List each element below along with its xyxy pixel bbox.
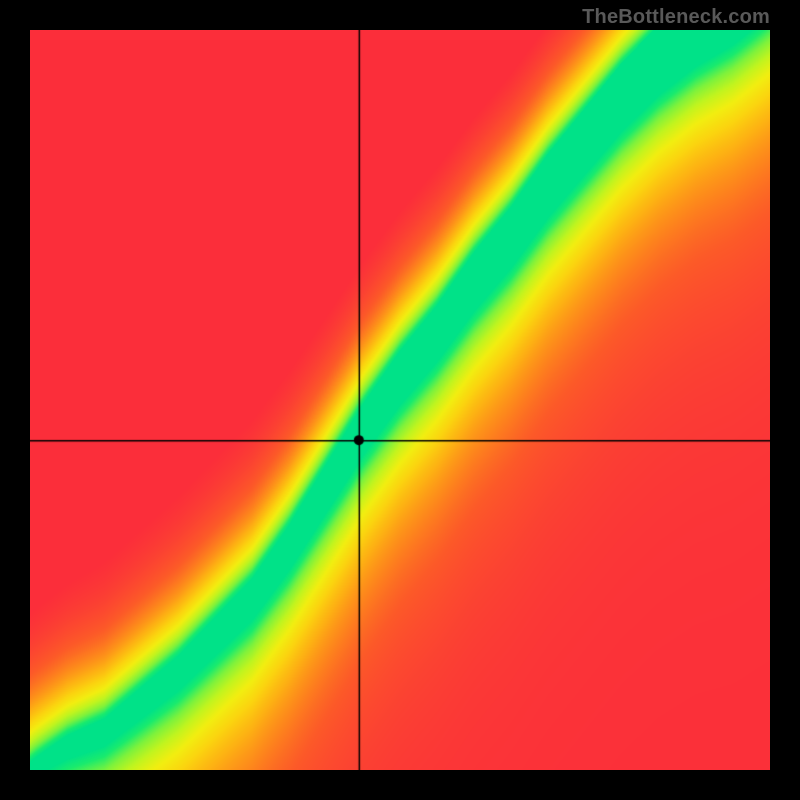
watermark-text: TheBottleneck.com bbox=[582, 6, 770, 29]
heatmap-chart bbox=[30, 30, 770, 770]
heatmap-canvas bbox=[30, 30, 770, 770]
